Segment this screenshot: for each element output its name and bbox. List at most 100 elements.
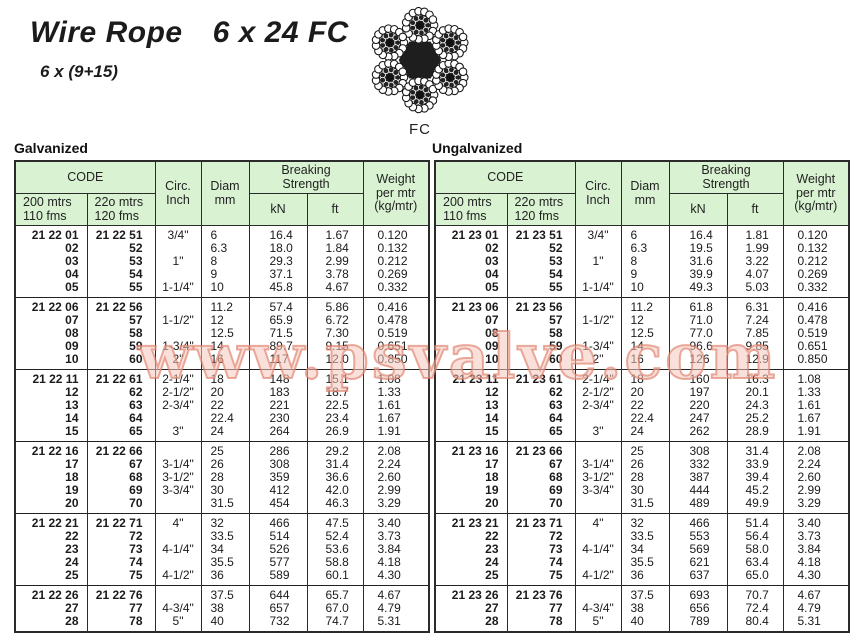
cell-weight: 1.61 [782, 399, 850, 412]
cell-ft: 67.0 [306, 602, 364, 615]
cell-ft: 22.5 [306, 399, 364, 412]
cell-code-220: 77 [86, 602, 156, 615]
cell-circ: 1" [574, 255, 622, 268]
cell-code-220: 73 [86, 543, 156, 556]
cell-diam: 35.5 [200, 556, 250, 569]
cell-diam: 31.5 [200, 497, 250, 514]
cell-circ [574, 497, 622, 514]
cell-circ [574, 585, 622, 602]
table-row: 19 69 3-3/4" 30 412 42.0 2.99 [14, 484, 430, 497]
cell-ft: 46.3 [306, 497, 364, 514]
cell-kn: 732 [248, 615, 308, 632]
cell-code-200: 04 [14, 268, 88, 281]
cell-code-200: 21 22 11 [14, 369, 88, 386]
cell-weight: 1.33 [362, 386, 430, 399]
cell-kn: 444 [668, 484, 728, 497]
cell-code-200: 21 22 06 [14, 297, 88, 314]
cell-weight: 0.651 [362, 340, 430, 353]
cell-diam: 11.2 [620, 297, 670, 314]
cell-circ [574, 297, 622, 314]
cell-weight: 4.18 [362, 556, 430, 569]
kn-header: kN [668, 193, 728, 226]
cell-weight: 5.31 [782, 615, 850, 632]
cell-kn: 789 [668, 615, 728, 632]
cell-weight: 1.08 [782, 369, 850, 386]
cell-circ: 4-3/4" [154, 602, 202, 615]
cell-diam: 35.5 [620, 556, 670, 569]
cell-circ [574, 327, 622, 340]
table-row: 27 77 4-3/4" 38 656 72.4 4.79 [434, 602, 850, 615]
cell-ft: 80.4 [726, 615, 784, 632]
cell-diam: 6.3 [200, 242, 250, 255]
cell-weight: 0.519 [782, 327, 850, 340]
cell-weight: 1.08 [362, 369, 430, 386]
cell-diam: 6.3 [620, 242, 670, 255]
cell-kn: 489 [668, 497, 728, 514]
cell-diam: 34 [200, 543, 250, 556]
cell-code-220: 69 [506, 484, 576, 497]
cell-kn: 16.4 [668, 225, 728, 242]
cell-ft: 36.6 [306, 471, 364, 484]
cell-circ: 2-3/4" [574, 399, 622, 412]
cell-weight: 0.332 [782, 281, 850, 298]
table-row: 05 55 1-1/4" 10 45.8 4.67 0.332 [14, 281, 430, 298]
cell-code-200: 15 [14, 425, 88, 442]
cell-code-220: 57 [506, 314, 576, 327]
cell-kn: 126 [668, 353, 728, 370]
cell-weight: 0.132 [362, 242, 430, 255]
cell-code-200: 04 [434, 268, 508, 281]
code-220mtrs-header: 22o mtrs 120 fms [506, 193, 576, 226]
cell-code-220: 65 [86, 425, 156, 442]
cell-ft: 58.0 [726, 543, 784, 556]
cell-kn: 31.6 [668, 255, 728, 268]
cell-ft: 1.99 [726, 242, 784, 255]
cell-code-200: 25 [14, 569, 88, 586]
cell-code-220: 21 23 51 [506, 225, 576, 242]
cell-code-200: 15 [434, 425, 508, 442]
table-row: 19 69 3-3/4" 30 444 45.2 2.99 [434, 484, 850, 497]
cell-circ: 2" [154, 353, 202, 370]
cell-kn: 183 [248, 386, 308, 399]
cell-code-200: 21 23 26 [434, 585, 508, 602]
cell-code-220: 70 [506, 497, 576, 514]
cell-kn: 589 [248, 569, 308, 586]
cell-kn: 45.8 [248, 281, 308, 298]
table-row: 25 75 4-1/2" 36 589 60.1 4.30 [14, 569, 430, 586]
cell-kn: 359 [248, 471, 308, 484]
cell-diam: 33.5 [620, 530, 670, 543]
cell-code-200: 18 [14, 471, 88, 484]
cell-code-220: 57 [86, 314, 156, 327]
cell-code-200: 21 23 01 [434, 225, 508, 242]
cell-ft: 25.2 [726, 412, 784, 425]
cell-code-200: 07 [434, 314, 508, 327]
cell-diam: 16 [620, 353, 670, 370]
cell-circ [154, 412, 202, 425]
code-header: CODE [434, 160, 576, 194]
cell-code-220: 72 [506, 530, 576, 543]
cell-diam: 24 [620, 425, 670, 442]
cell-weight: 0.478 [362, 314, 430, 327]
cell-code-220: 62 [506, 386, 576, 399]
cell-diam: 8 [200, 255, 250, 268]
cell-ft: 39.4 [726, 471, 784, 484]
table-row: 24 74 35.5 621 63.4 4.18 [434, 556, 850, 569]
cell-kn: 466 [668, 513, 728, 530]
cell-weight: 5.31 [362, 615, 430, 632]
table-row: 10 60 2" 16 117 12.0 0.850 [14, 353, 430, 370]
cell-weight: 3.40 [782, 513, 850, 530]
cell-diam: 11.2 [200, 297, 250, 314]
cell-code-220: 21 22 56 [86, 297, 156, 314]
cell-weight: 3.73 [362, 530, 430, 543]
cell-ft: 63.4 [726, 556, 784, 569]
cell-ft: 65.7 [306, 585, 364, 602]
cell-kn: 221 [248, 399, 308, 412]
diam-mm-header: Diam mm [200, 160, 250, 226]
cell-code-200: 03 [434, 255, 508, 268]
cell-ft: 60.1 [306, 569, 364, 586]
cell-weight: 0.332 [362, 281, 430, 298]
cell-circ: 2-3/4" [154, 399, 202, 412]
cell-code-200: 10 [434, 353, 508, 370]
cell-diam: 22.4 [620, 412, 670, 425]
table-row: 17 67 3-1/4" 26 332 33.9 2.24 [434, 458, 850, 471]
cell-diam: 10 [200, 281, 250, 298]
